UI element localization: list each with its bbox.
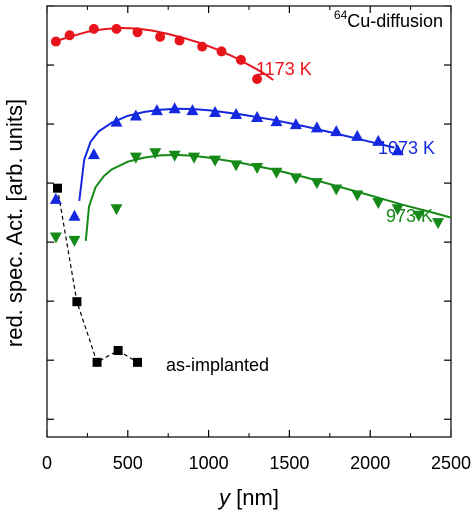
data-point-1173-k [174,35,185,46]
axis-ticks [46,5,452,437]
data-point-973-k [270,167,283,179]
connector-as-implanted [56,188,138,364]
series-label-1173-k: 1173 K [256,59,312,79]
series-label-1073-k: 1073 K [378,138,435,158]
data-point-973-k [149,148,162,160]
data-point-973-k [230,160,243,172]
data-point-1173-k [197,41,208,52]
data-point-1173-k [111,23,122,34]
data-point-1073-k [49,192,62,204]
data-point-973-k [351,190,364,202]
data-point-973-k [209,155,222,167]
data-point-as-implanted [113,345,123,355]
data-point-973-k [251,163,264,175]
data-point-1073-k [110,115,123,127]
data-point-973-k [168,150,181,162]
data-point-1073-k [372,134,385,146]
data-point-as-implanted [132,357,142,367]
data-point-1073-k [310,121,323,133]
data-point-as-implanted [92,357,102,367]
data-point-973-k [310,178,323,190]
data-point-1073-k [129,109,142,121]
data-point-973-k [188,152,201,164]
data-point-973-k [330,184,343,196]
data-point-973-k [129,152,142,164]
data-point-as-implanted [53,183,63,193]
annotation-text: Cu-diffusion [347,11,443,31]
data-point-1073-k [391,144,404,156]
fit-curve-973-k [84,153,452,241]
series-label-as-implanted: as-implanted [166,355,269,375]
x-axis-unit: nm [242,485,273,510]
data-point-1073-k [230,108,243,120]
data-point-1073-k [270,115,283,127]
x-tick-label: 1000 [189,453,229,473]
data-point-1173-k [50,36,61,47]
data-point-1173-k [155,31,166,42]
x-tick-label: 500 [113,453,143,473]
data-point-1173-k [252,73,263,84]
data-point-1073-k [289,118,302,130]
data-point-973-k [412,210,425,222]
data-point-973-k [289,173,302,185]
x-tick-labels: 0 500 1000 1500 2000 2500 [42,453,471,473]
annotation-superscript: 64 [334,8,348,22]
data-point-973-k [372,198,385,210]
data-point-1073-k [330,125,343,137]
y-axis-label: red. spec. Act. [arb. units] [2,99,27,347]
data-point-1173-k [216,46,227,57]
diffusion-annotation: 64Cu-diffusion [334,8,443,31]
data-point-973-k [391,204,404,216]
x-axis-bracket-open: [ [230,485,242,510]
series-labels: 1173 K 1073 K 973 K as-implanted [166,59,435,375]
x-axis-label: y [nm] [217,485,279,510]
data-point-1073-k [209,106,222,118]
x-axis-bracket-close: ] [273,485,279,510]
x-tick-label: 2500 [431,453,471,473]
series-label-973-k: 973 K [386,206,433,226]
data-point-973-k [432,218,445,230]
data-point-1073-k [186,104,199,116]
data-point-973-k [68,235,81,247]
x-tick-label: 2000 [350,453,390,473]
x-tick-label: 1500 [269,453,309,473]
data-point-1173-k [64,30,75,41]
data-point-973-k [49,232,62,244]
data-point-1073-k [351,129,364,141]
data-point-973-k [110,204,123,216]
data-point-1073-k [150,104,163,116]
x-tick-label: 0 [42,453,52,473]
fit-curve-1073-k [78,107,395,202]
data-point-1073-k [68,209,81,221]
x-axis-variable: y [217,485,232,510]
data-point-1073-k [168,102,181,114]
data-point-1073-k [251,110,264,122]
data-point-1173-k [235,54,246,65]
data-point-1173-k [88,23,99,34]
data-point-1073-k [87,148,100,160]
data-markers [49,23,445,367]
data-point-1173-k [132,27,143,38]
data-point-as-implanted [72,297,82,307]
